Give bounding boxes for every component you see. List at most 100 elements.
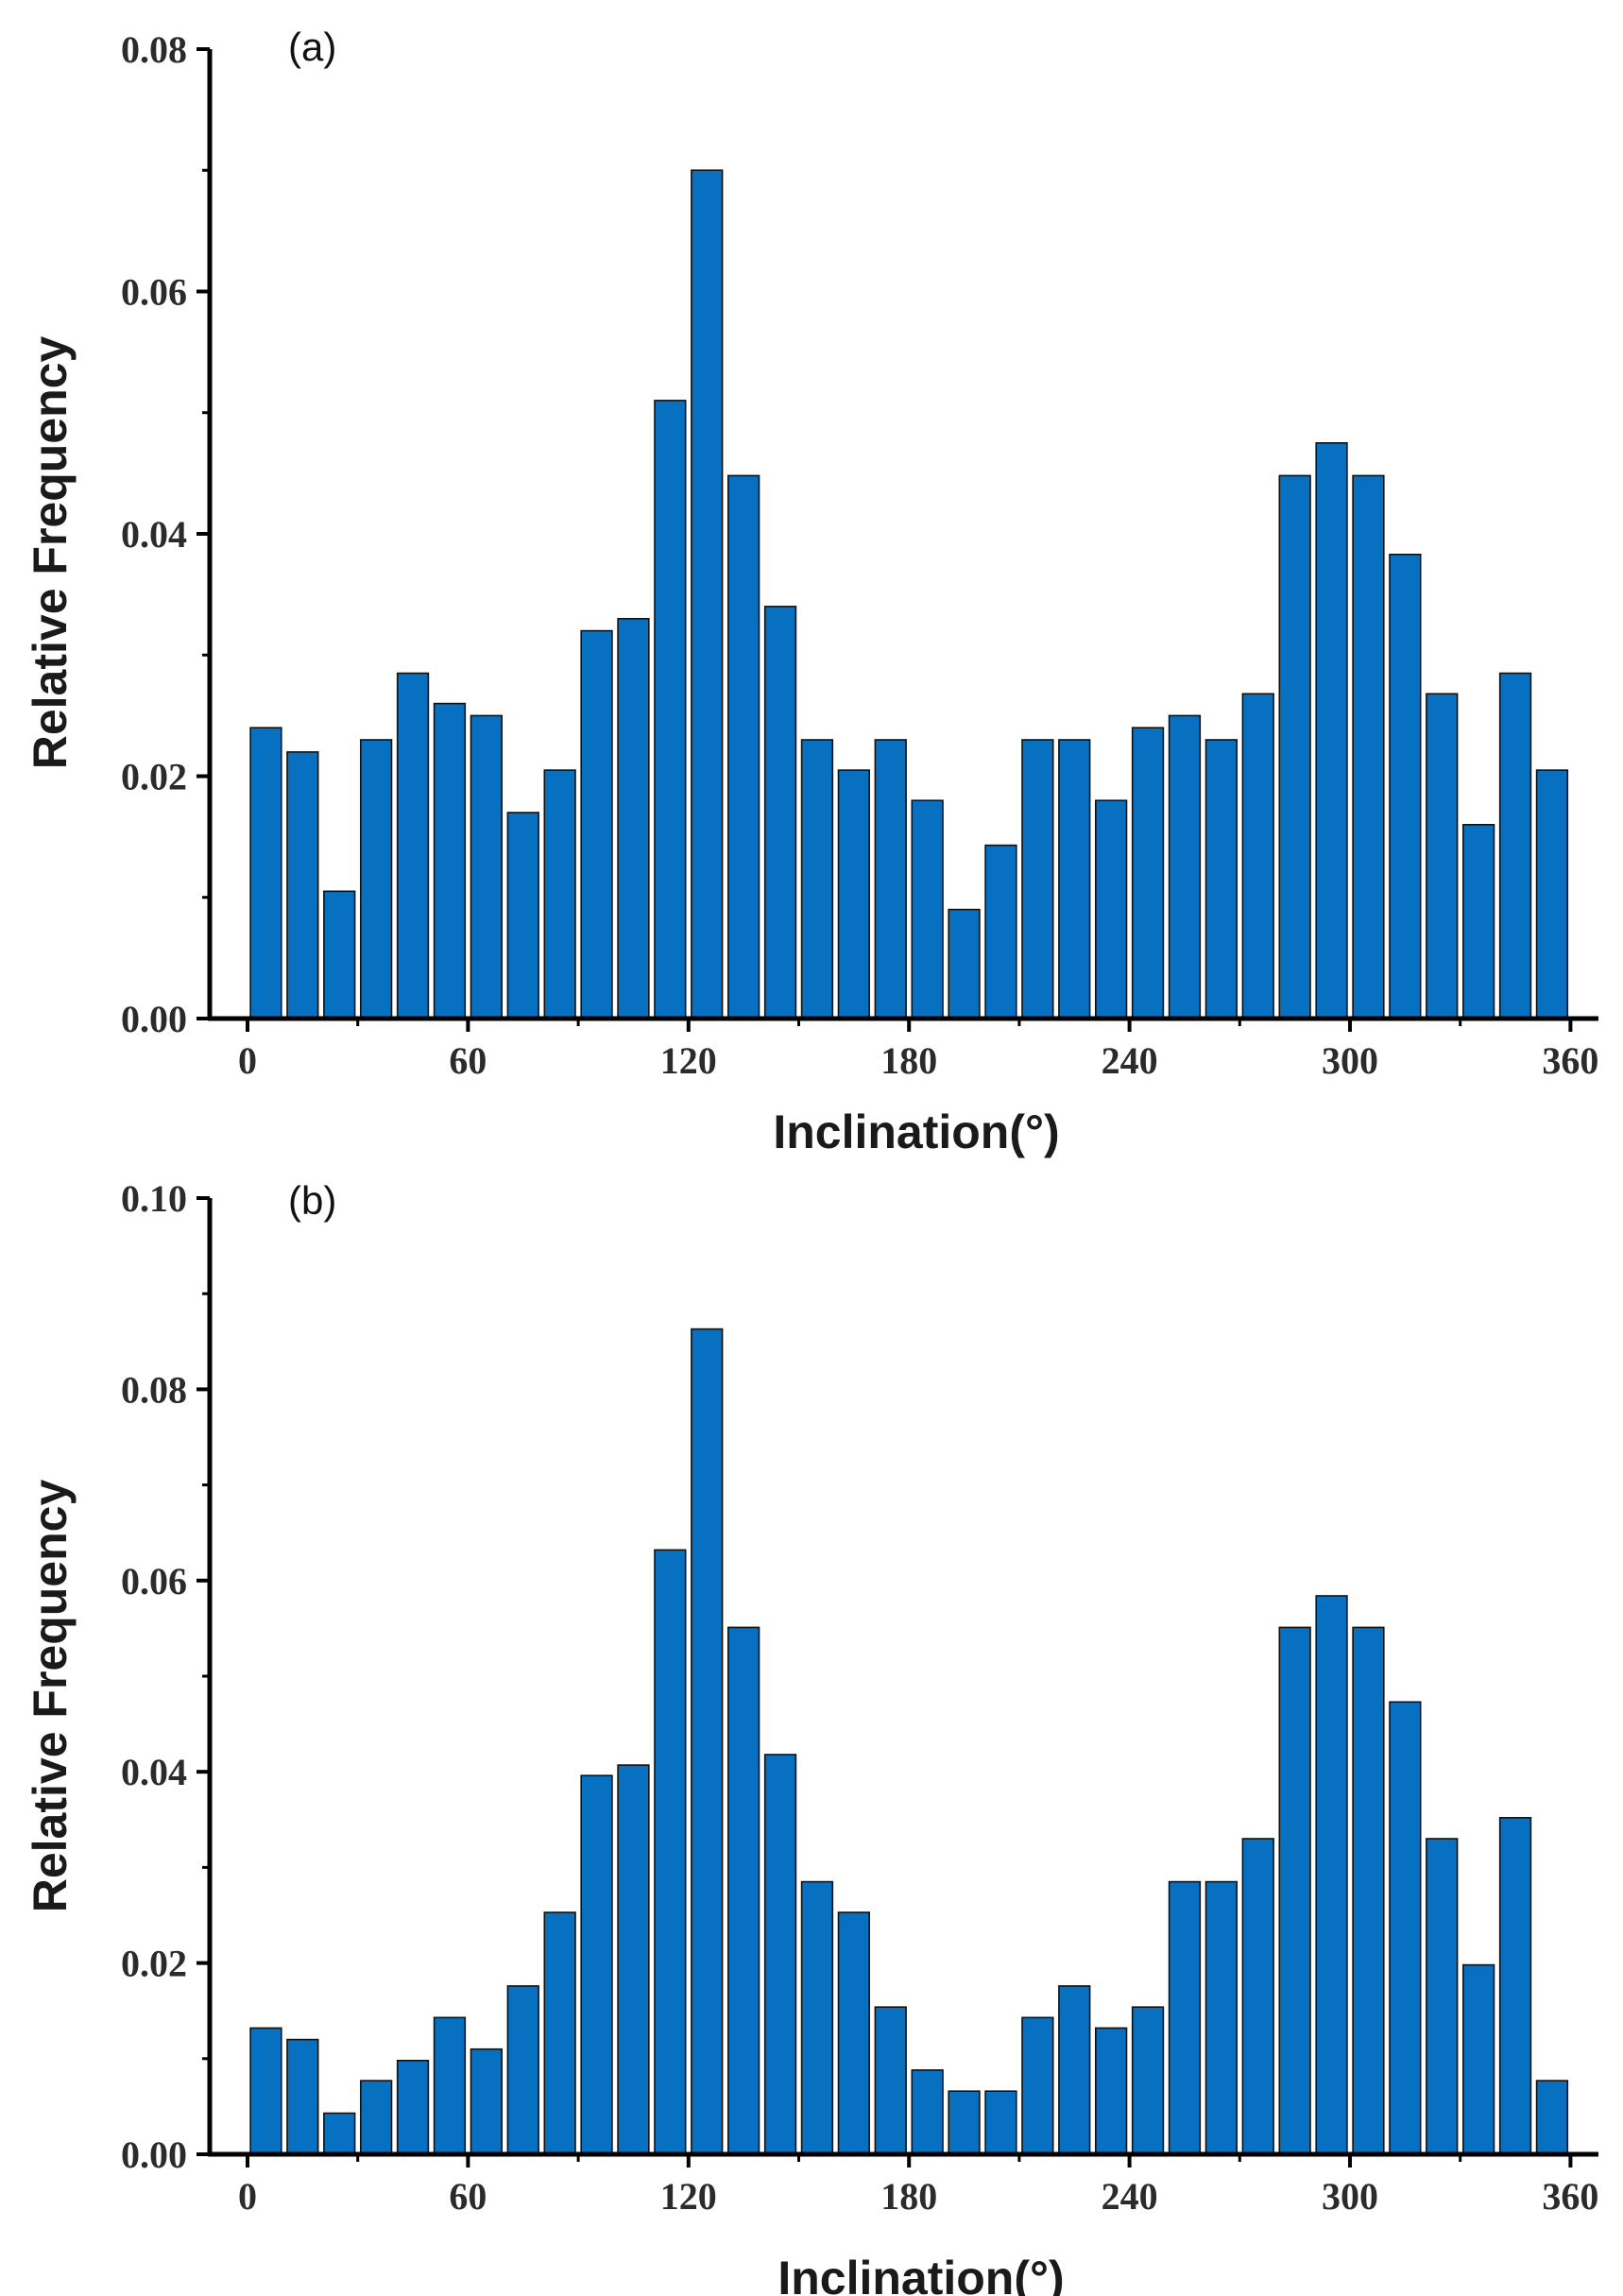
x-axis-title-b: Inclination(°) — [777, 2252, 1064, 2296]
y-tick-label: 0.00 — [121, 2133, 187, 2176]
bar — [580, 629, 613, 1019]
bar — [948, 908, 981, 1019]
y-tick-label: 0.08 — [121, 1368, 187, 1411]
x-tick-label: 240 — [1102, 2175, 1158, 2218]
x-tick-label: 0 — [238, 2175, 257, 2218]
y-tick-label: 0.06 — [121, 271, 187, 314]
bar — [1535, 2080, 1569, 2155]
bar — [1462, 1963, 1495, 2155]
y-tick-label: 0.02 — [121, 756, 187, 798]
bar — [506, 1985, 539, 2155]
x-tick-label: 60 — [449, 2175, 487, 2218]
bar — [948, 2090, 981, 2155]
bar — [1535, 769, 1569, 1019]
bar — [837, 769, 871, 1019]
bar — [800, 739, 834, 1019]
bar — [433, 702, 467, 1019]
bar — [1021, 2016, 1054, 2155]
x-tick-label: 120 — [660, 2175, 717, 2218]
bar — [617, 1764, 650, 2155]
bar — [1241, 1838, 1274, 2155]
bar — [1278, 474, 1311, 1019]
bar — [691, 169, 724, 1019]
bar — [1426, 693, 1459, 1019]
x-tick-label: 240 — [1102, 1039, 1158, 1082]
x-tick-label: 120 — [660, 1039, 717, 1082]
bar — [286, 2038, 319, 2155]
x-tick-label: 60 — [449, 1039, 487, 1082]
bar — [1352, 1626, 1385, 2155]
bar — [249, 727, 282, 1019]
bar — [580, 1774, 613, 2155]
bar — [874, 739, 907, 1019]
bar — [1131, 727, 1165, 1019]
bar — [543, 769, 576, 1019]
bar — [984, 844, 1017, 1019]
bar — [691, 1328, 724, 2155]
bar — [874, 2006, 907, 2155]
bar — [1095, 799, 1128, 1019]
bar — [1315, 441, 1348, 1019]
bar — [1058, 1985, 1091, 2155]
x-tick-label: 0 — [238, 1039, 257, 1082]
panel-a: (a) Relative Frequency Inclination(°) 0.… — [24, 25, 1598, 1158]
bar — [1389, 553, 1422, 1019]
bar — [1058, 739, 1091, 1019]
bar — [1168, 1880, 1202, 2155]
bar — [470, 2048, 504, 2155]
bar — [1204, 739, 1239, 1019]
y-tick-label: 0.04 — [121, 1751, 187, 1793]
bar — [1389, 1701, 1422, 2155]
x-tick-label: 360 — [1542, 2175, 1598, 2218]
x-tick-label: 180 — [880, 2175, 937, 2218]
x-tick-label: 300 — [1322, 2175, 1378, 2218]
x-tick-label: 360 — [1542, 1039, 1598, 1082]
y-axis-title-a: Relative Frequency — [24, 336, 77, 770]
x-tick-label: 300 — [1322, 1039, 1378, 1082]
panel-b: (b) Relative Frequency Inclination(°) 0.… — [24, 1177, 1598, 2296]
x-axis-title-a: Inclination(°) — [773, 1105, 1059, 1158]
bar — [617, 617, 650, 1019]
panel-label-a: (a) — [288, 25, 336, 69]
bar — [984, 2090, 1017, 2155]
bar — [1278, 1626, 1311, 2155]
bar — [359, 739, 393, 1019]
y-tick-label: 0.10 — [121, 1177, 187, 1220]
bar — [1498, 1817, 1532, 2155]
bar — [396, 2060, 430, 2155]
bar — [763, 606, 797, 1019]
bar — [1498, 672, 1532, 1019]
y-tick-label: 0.00 — [121, 998, 187, 1040]
bar — [470, 714, 504, 1019]
y-axis-title-b: Relative Frequency — [24, 1480, 77, 1913]
bar — [1315, 1595, 1348, 2155]
bar — [837, 1911, 871, 2155]
bar — [1204, 1880, 1239, 2155]
bar — [433, 2016, 467, 2155]
panel-label-b: (b) — [288, 1178, 336, 1223]
bar — [763, 1754, 797, 2155]
bar — [1168, 714, 1202, 1019]
bar — [1021, 739, 1054, 1019]
bar — [726, 474, 760, 1019]
bar — [323, 890, 356, 1019]
bar — [359, 2080, 393, 2155]
y-tick-label: 0.04 — [121, 513, 187, 556]
y-tick-label: 0.02 — [121, 1943, 187, 1985]
bar — [249, 2027, 282, 2155]
y-tick-label: 0.06 — [121, 1560, 187, 1602]
bar — [911, 2069, 944, 2155]
bar — [286, 751, 319, 1019]
x-tick-label: 180 — [880, 1039, 937, 1082]
bar — [506, 812, 539, 1019]
bar — [911, 799, 944, 1019]
bar — [1352, 474, 1385, 1019]
y-tick-label: 0.08 — [121, 28, 187, 71]
bar — [654, 1549, 687, 2155]
bar — [1426, 1838, 1459, 2155]
bar — [323, 2112, 356, 2155]
bar — [1131, 2006, 1165, 2155]
bar — [1241, 693, 1274, 1019]
bar — [654, 400, 687, 1019]
